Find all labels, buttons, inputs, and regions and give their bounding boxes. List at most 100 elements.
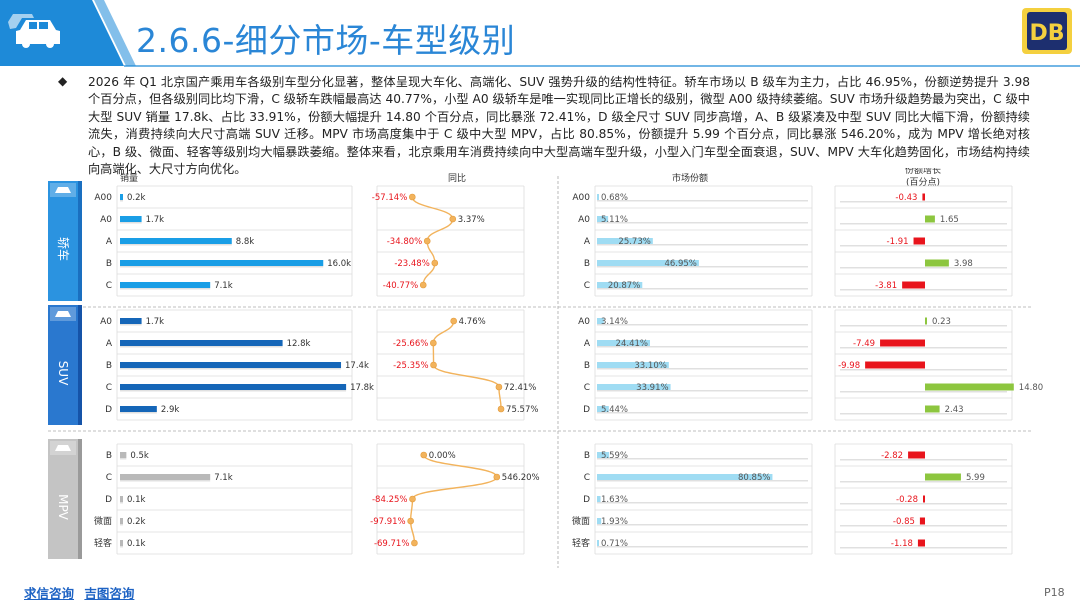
sales-label: 0.5k [130, 451, 149, 461]
share-label: 0.68% [601, 193, 628, 203]
yoy-line [409, 454, 498, 544]
share-change-track [840, 413, 1007, 415]
share-change-bar [913, 237, 925, 245]
share-bar [597, 340, 650, 346]
bullet-marker: ◆ [58, 74, 68, 88]
share-change-bar [925, 383, 1014, 391]
yoy-label: 75.57% [506, 405, 538, 415]
share-bar [597, 452, 610, 458]
footer-links: 求信咨询 吉图咨询 [24, 583, 140, 602]
sales-bar-shadow [120, 390, 347, 392]
yoy-label: 546.20% [502, 473, 540, 483]
footer-link-qiuxin[interactable]: 求信咨询 [24, 586, 75, 601]
sales-bar [120, 340, 283, 346]
sales-label: 0.2k [127, 517, 146, 527]
page-title: 2.6.6-细分市场-车型级别 [136, 21, 516, 60]
sales-bar-shadow [120, 266, 324, 268]
yoy-label: 4.76% [459, 317, 486, 327]
yoy-label: -40.77% [383, 281, 418, 291]
yoy-label: -57.14% [372, 193, 407, 203]
yoy-point [450, 317, 457, 325]
sales-bar [120, 318, 142, 324]
share-bar [597, 474, 773, 480]
share-track [597, 524, 808, 526]
share-label: 3.14% [601, 317, 628, 327]
sales-bar [120, 282, 211, 288]
category-label: 轻客 [94, 537, 112, 549]
category-label: C [106, 473, 112, 483]
share-track [597, 368, 808, 370]
category-label: D [105, 405, 112, 415]
yoy-label: -34.80% [387, 237, 422, 247]
sales-label: 8.8k [236, 237, 255, 247]
share-change-bar [908, 451, 925, 459]
share-track [597, 200, 808, 202]
share-change-label: -9.98 [838, 361, 860, 371]
sales-label: 0.1k [127, 495, 146, 505]
summary-paragraph: 2026 年 Q1 北京国产乘用车各级别车型分化显著，整体呈现大车化、高端化、S… [88, 75, 1030, 177]
share-change-label: 14.80 [1019, 383, 1043, 393]
yoy-point [430, 339, 437, 347]
yoy-label: 0.00% [429, 451, 456, 461]
header-share: 市场份额 [672, 172, 708, 184]
page-number: P18 [1044, 586, 1065, 599]
sales-bar-shadow [120, 458, 127, 460]
car-icon [55, 187, 71, 193]
share-track [597, 346, 808, 348]
share-change-label: -7.49 [853, 339, 875, 349]
share-change-track [840, 369, 1007, 371]
share-change-track [840, 201, 1007, 203]
share-track [597, 222, 808, 224]
sales-label: 12.8k [287, 339, 311, 349]
group-name-0: 轿车 [56, 237, 71, 261]
share-change-track [840, 245, 1007, 247]
category-label: A [106, 339, 113, 349]
yoy-point [449, 215, 457, 223]
footer-link-jitu[interactable]: 吉图咨询 [84, 586, 135, 601]
category-label: 轻客 [572, 537, 590, 549]
share-label: 24.41% [616, 339, 648, 349]
header-share-change-sub: (百分点) [906, 177, 940, 188]
sales-bar [120, 238, 232, 244]
yoy-label: -23.48% [394, 259, 429, 269]
yoy-point [430, 361, 437, 369]
share-change-label: 5.99 [966, 473, 985, 483]
share-bar [597, 238, 653, 244]
category-label: A0 [578, 215, 590, 225]
share-change-track [840, 347, 1007, 349]
yoy-point [408, 193, 416, 201]
category-label: A00 [94, 193, 112, 203]
share-label: 80.85% [738, 473, 770, 483]
sales-bar [120, 194, 123, 200]
sales-label: 0.1k [127, 539, 146, 549]
sales-bar [120, 496, 123, 502]
category-label: C [106, 281, 112, 291]
yoy-point [431, 259, 439, 267]
share-change-label: -3.81 [875, 281, 897, 291]
share-change-label: 1.65 [940, 215, 959, 225]
yoy-point [495, 383, 503, 391]
category-label: C [106, 383, 112, 393]
share-change-bar [925, 317, 927, 325]
group-tab-2 [48, 439, 78, 559]
sales-label: 1.7k [146, 215, 165, 225]
share-label: 5.11% [601, 215, 628, 225]
category-label: B [106, 361, 112, 371]
share-bar [597, 318, 604, 324]
sales-bar [120, 384, 347, 390]
sales-bar [120, 362, 342, 368]
sales-bar-shadow [120, 412, 157, 414]
header-share-change: 份额增长 [905, 168, 941, 176]
share-track [597, 390, 808, 392]
yoy-label: -25.66% [393, 339, 428, 349]
yoy-line [432, 320, 502, 410]
sales-bar-shadow [120, 324, 142, 326]
share-change-track [840, 325, 1007, 327]
share-change-track [840, 547, 1007, 549]
category-label: A00 [572, 193, 590, 203]
sales-bar-shadow [120, 480, 211, 482]
yoy-label: -25.35% [393, 361, 428, 371]
header-banner: DB [0, 0, 1080, 67]
share-change-track [840, 525, 1007, 527]
share-change-bar [923, 495, 925, 503]
